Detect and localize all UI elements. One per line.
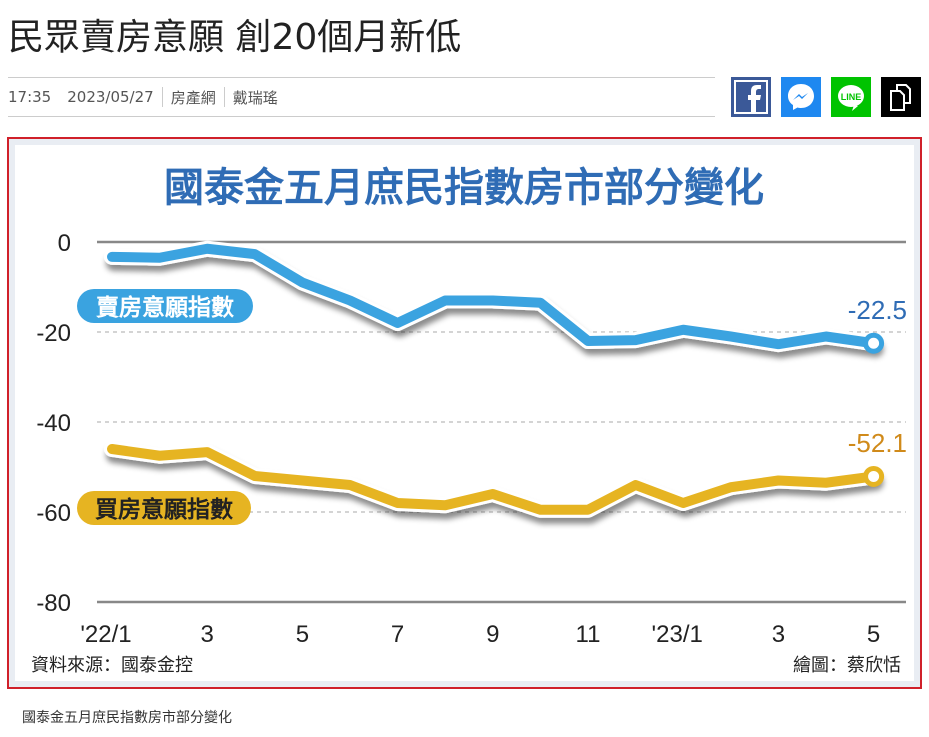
messenger-share-button[interactable]: [781, 77, 821, 117]
figure-caption: 國泰金五月庶民指數房市部分變化: [22, 710, 232, 726]
end-value-label: -22.5: [848, 295, 907, 325]
plot-background: [15, 145, 914, 681]
series-legend-pill: [77, 491, 251, 525]
messenger-icon: [788, 84, 814, 110]
article-meta: 17:35 2023/05/27 房產網 戴瑞瑤: [8, 77, 715, 117]
x-tick-label: 3: [201, 621, 214, 648]
chart-figure: 國泰金五月庶民指數房市部分變化 0 -20 -40 -60 -80 '22/1 3 5 7 9 11…: [7, 137, 922, 689]
chart-source: 資料來源：國泰金控: [31, 655, 193, 676]
category-link[interactable]: 房產網: [170, 88, 216, 107]
publish-time: 17:35: [8, 88, 52, 106]
line-icon: LINE: [838, 85, 864, 111]
x-tick-label: 5: [867, 621, 880, 648]
line-icon-label: LINE: [841, 92, 862, 102]
y-tick-label: -80: [36, 590, 71, 617]
series-legend-label: 賣房意願指數: [96, 294, 234, 321]
publish-date: 2023/05/27: [67, 88, 154, 106]
divider: [161, 87, 163, 107]
series-legend-pill: [77, 289, 253, 323]
line-chart: 國泰金五月庶民指數房市部分變化 0 -20 -40 -60 -80 '22/1 3 5 7 9 11…: [15, 145, 914, 681]
x-tick-label: 11: [576, 621, 601, 648]
copy-link-button[interactable]: [881, 77, 921, 117]
facebook-icon: [734, 80, 768, 114]
author-name[interactable]: 戴瑞瑤: [232, 88, 278, 107]
headline: 民眾賣房意願 創20個月新低: [8, 17, 462, 58]
y-tick-label: -40: [36, 410, 71, 437]
end-value-label: -52.1: [848, 428, 907, 458]
y-tick-label: 0: [58, 230, 71, 257]
x-tick-label: '22/1: [80, 621, 131, 648]
facebook-share-button[interactable]: [731, 77, 771, 117]
x-tick-label: 3: [772, 621, 785, 648]
x-tick-label: 9: [486, 621, 499, 648]
end-marker: [863, 332, 885, 354]
y-tick-label: -60: [36, 500, 71, 527]
x-tick-label: 7: [391, 621, 404, 648]
divider: [223, 87, 225, 107]
y-tick-label: -20: [36, 320, 71, 347]
chart-credit: 繪圖：蔡欣恬: [793, 655, 901, 676]
series-legend-label: 買房意願指數: [95, 496, 233, 523]
x-tick-label: 5: [296, 621, 309, 648]
line-share-button[interactable]: LINE: [831, 77, 871, 117]
end-marker: [863, 465, 885, 487]
x-tick-label: '23/1: [652, 621, 703, 648]
copy-icon: [890, 84, 911, 111]
chart-title: 國泰金五月庶民指數房市部分變化: [164, 165, 764, 211]
